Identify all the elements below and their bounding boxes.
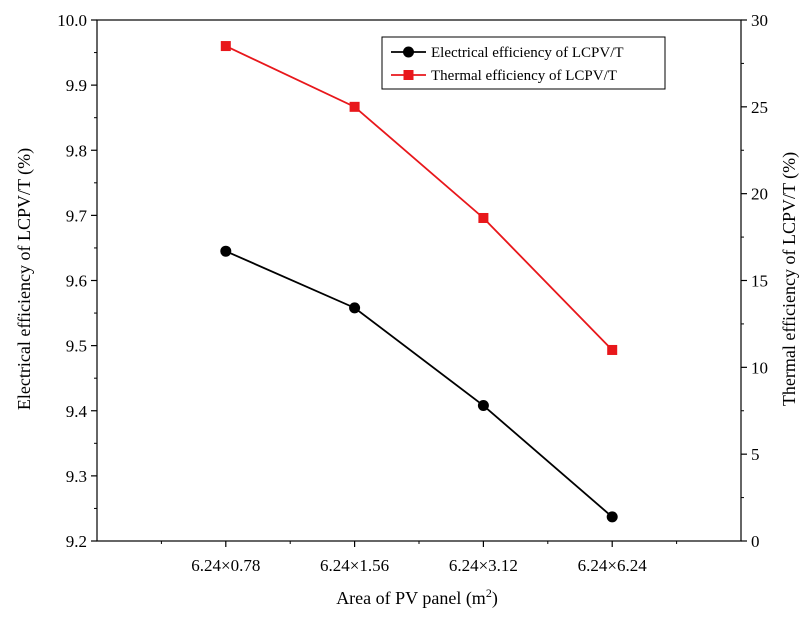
data-point-circle <box>477 400 489 412</box>
y-tick-label-left: 9.8 <box>66 141 87 160</box>
series-layer <box>220 41 618 523</box>
y-tick-label-left: 9.5 <box>66 337 87 356</box>
data-point-circle <box>220 245 232 257</box>
y-tick-label-right: 0 <box>751 532 760 551</box>
y-axis-title-left: Electrical efficiency of LCPV/T (%) <box>14 148 35 410</box>
data-point-square <box>607 344 618 355</box>
y-tick-label-right: 10 <box>751 358 768 377</box>
data-point-square <box>478 212 489 223</box>
y-tick-label-left: 9.7 <box>66 206 88 225</box>
y-tick-label-right: 15 <box>751 272 768 291</box>
legend-label-thermal: Thermal efficiency of LCPV/T <box>431 68 617 84</box>
axes-layer: 9.2 9.3 9.4 9.5 9.6 9.7 9.8 9.9 10.0 0 5 10 15 20 25 30… <box>57 11 768 575</box>
x-axis-title-main: Area of PV panel (m <box>336 588 486 609</box>
x-axis-title-end: ) <box>492 588 498 609</box>
x-tick-label: 6.24×1.56 <box>320 556 389 575</box>
plot-frame <box>96 19 742 542</box>
data-point-circle <box>349 302 361 314</box>
legend-box <box>381 36 666 90</box>
x-axis-title-superscript: 2 <box>486 586 492 600</box>
data-point-square <box>349 101 360 112</box>
data-point-square <box>220 41 231 52</box>
y-tick-label-left: 9.2 <box>66 532 87 551</box>
series-line-0 <box>225 250 613 518</box>
y-tick-label-left: 9.3 <box>66 467 87 486</box>
x-tick-label: 6.24×0.78 <box>191 556 260 575</box>
y-tick-label-right: 25 <box>751 98 768 117</box>
data-point-circle <box>606 511 618 523</box>
y-tick-label-left: 10.0 <box>57 11 87 30</box>
legend: Electrical efficiency of LCPV/T Thermal … <box>381 36 666 90</box>
y-tick-label-left: 9.6 <box>66 272 87 291</box>
y-tick-label-left: 9.4 <box>66 402 88 421</box>
legend-marker-thermal <box>403 70 414 80</box>
y-axis-title-right: Thermal efficiency of LCPV/T (%) <box>779 152 800 406</box>
series-line-1 <box>225 45 613 351</box>
x-tick-label: 6.24×3.12 <box>449 556 518 575</box>
y-tick-label-right: 5 <box>751 445 760 464</box>
legend-marker-electrical <box>403 46 414 58</box>
y-tick-label-left: 9.9 <box>66 76 87 95</box>
y-tick-label-right: 20 <box>751 185 768 204</box>
y-tick-label-right: 30 <box>751 11 768 30</box>
x-tick-label: 6.24×6.24 <box>578 556 648 575</box>
x-axis-title: Area of PV panel (m2) <box>336 586 498 609</box>
legend-label-electrical: Electrical efficiency of LCPV/T <box>431 45 624 61</box>
